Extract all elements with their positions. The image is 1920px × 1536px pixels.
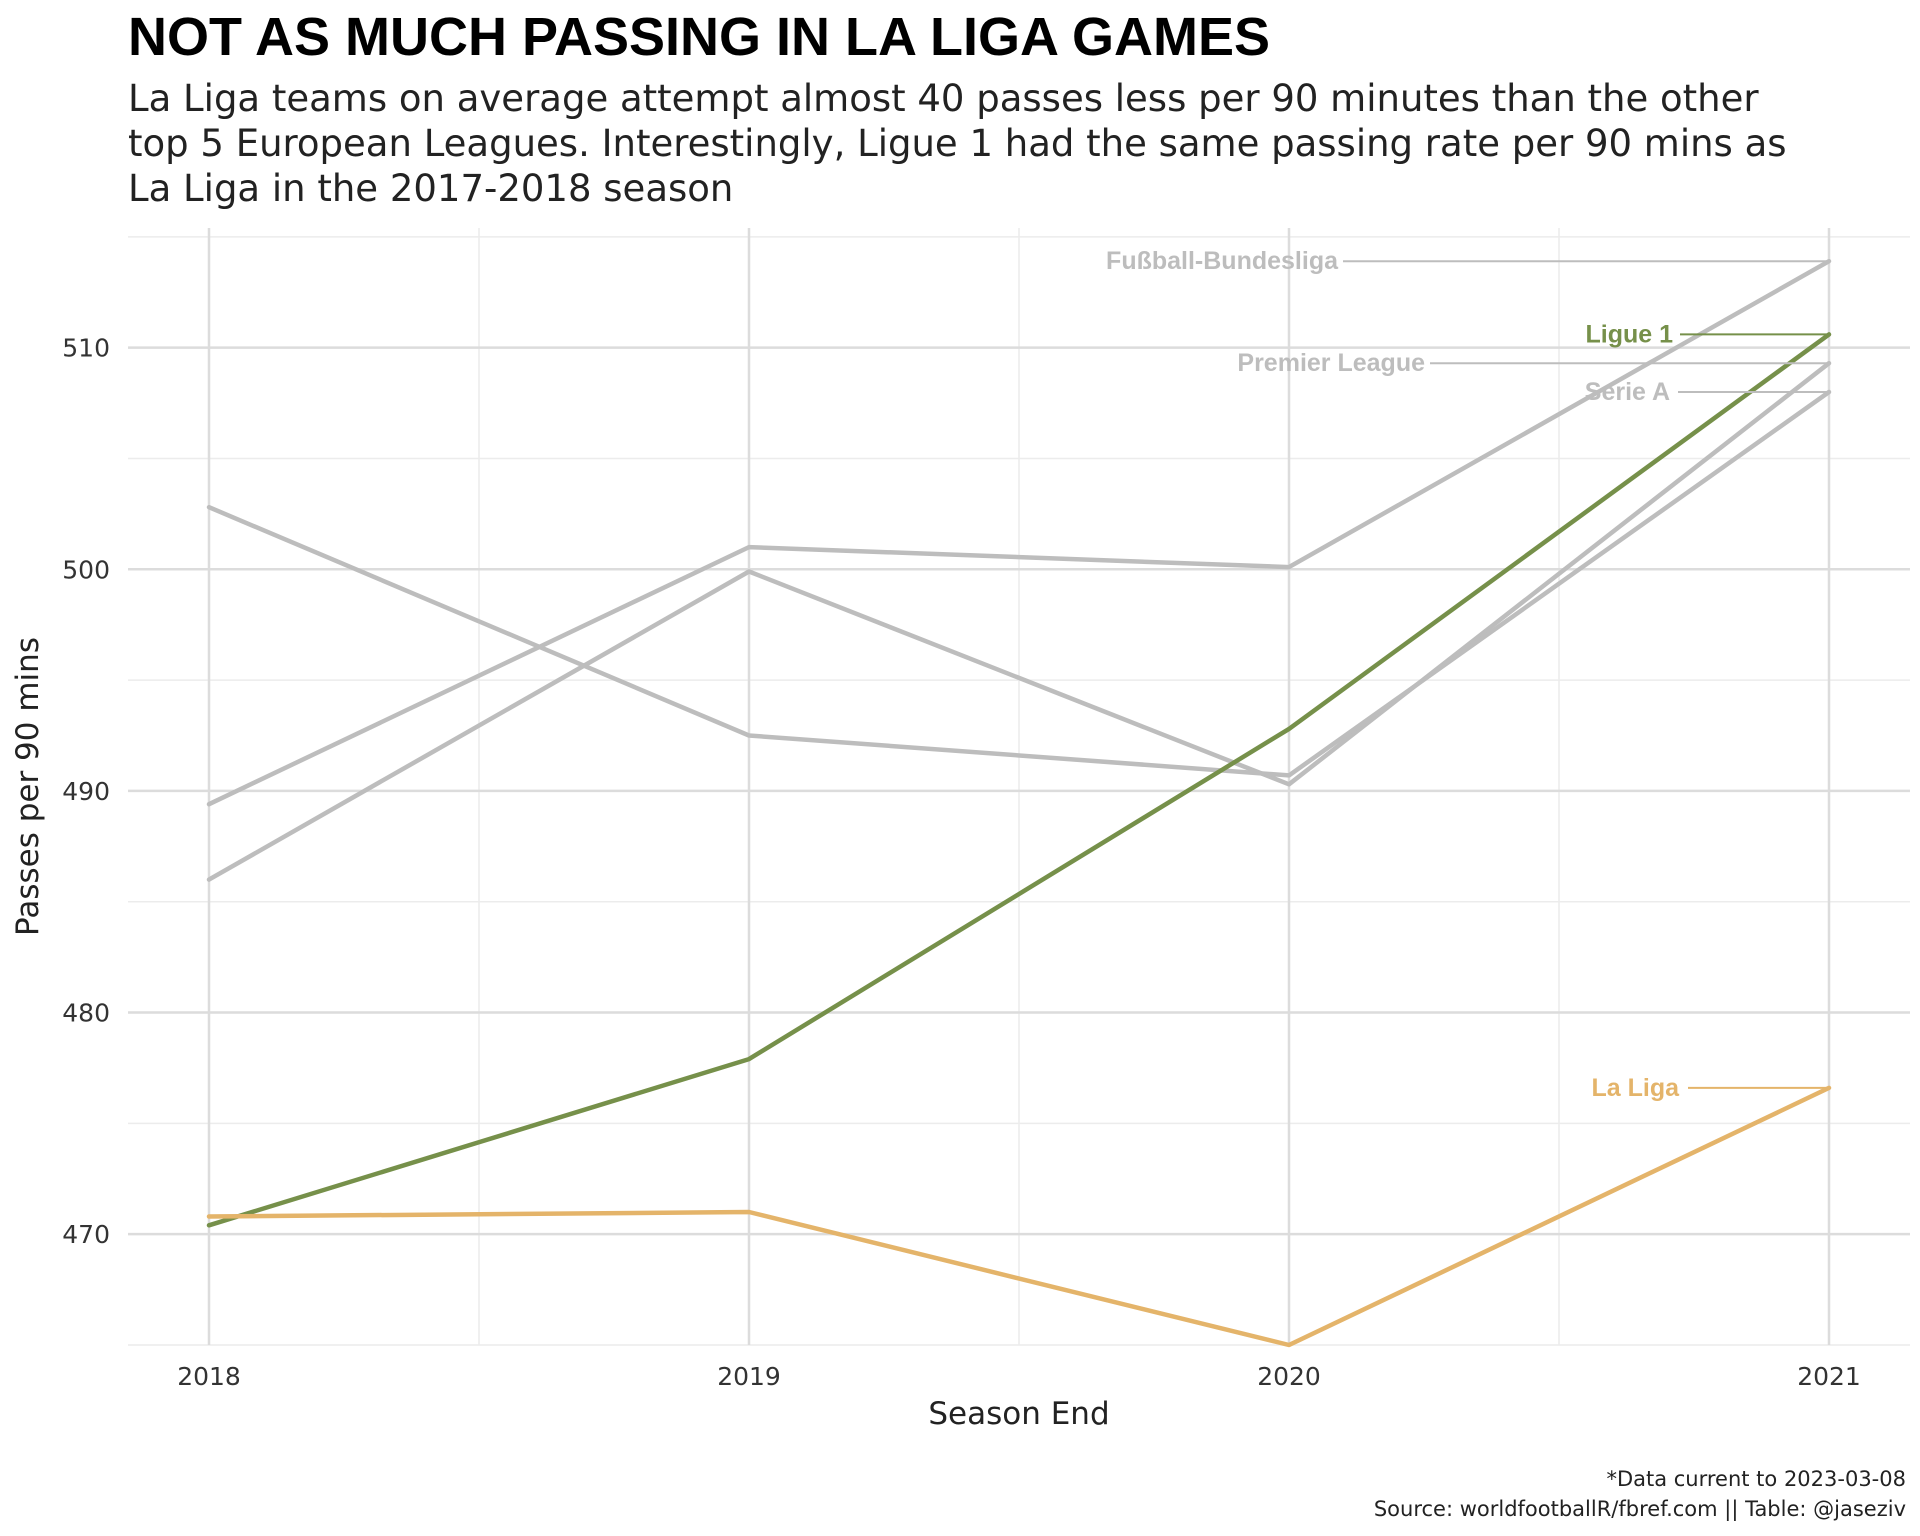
x-tick-label: 2021	[1797, 1362, 1861, 1391]
series-lines	[206, 258, 1832, 1348]
x-axis-title: Season End	[928, 1396, 1109, 1432]
x-tick-label: 2019	[717, 1362, 781, 1391]
series-label-la-liga: La Liga	[1591, 1074, 1680, 1102]
y-tick-label: 490	[62, 777, 110, 806]
series-line-premier-league	[206, 360, 1832, 882]
x-tick-label: 2018	[177, 1362, 241, 1391]
series-label-ligue-1: Ligue 1	[1585, 320, 1673, 348]
series-line-fu-ball-bundesliga	[206, 258, 1832, 807]
y-tick-label: 470	[62, 1220, 110, 1249]
y-tick-label: 480	[62, 999, 110, 1028]
y-axis-title: Passes per 90 mins	[10, 637, 46, 936]
series-line-ligue-1	[206, 332, 1832, 1228]
caption-source: Source: worldfootballR/fbref.com || Tabl…	[1373, 1497, 1906, 1521]
y-tick-label: 510	[62, 334, 110, 363]
series-labels: Fußball-Bundesliga Premier League Serie A L…	[1106, 247, 1829, 1102]
series-line-serie-a	[206, 389, 1832, 778]
caption-data-date: *Data current to 2023-03-08	[1606, 1467, 1906, 1491]
x-tick-label: 2020	[1257, 1362, 1321, 1391]
series-label-fu-ball-bundesliga: Fußball-Bundesliga	[1106, 247, 1339, 275]
chart-subtitle: La Liga teams on average attempt almost …	[128, 77, 1787, 210]
series-label-serie-a: Serie A	[1585, 378, 1670, 406]
series-label-premier-league: Premier League	[1237, 349, 1425, 377]
grid-lines	[128, 228, 1910, 1346]
y-tick-label: 500	[62, 555, 110, 584]
chart-title: NOT AS MUCH PASSING IN LA LIGA GAMES	[128, 7, 1271, 67]
series-line-la-liga	[206, 1085, 1832, 1348]
axes: 470 480 490 500 510 2018 2019 2020 2021 Season En…	[10, 334, 1861, 1432]
